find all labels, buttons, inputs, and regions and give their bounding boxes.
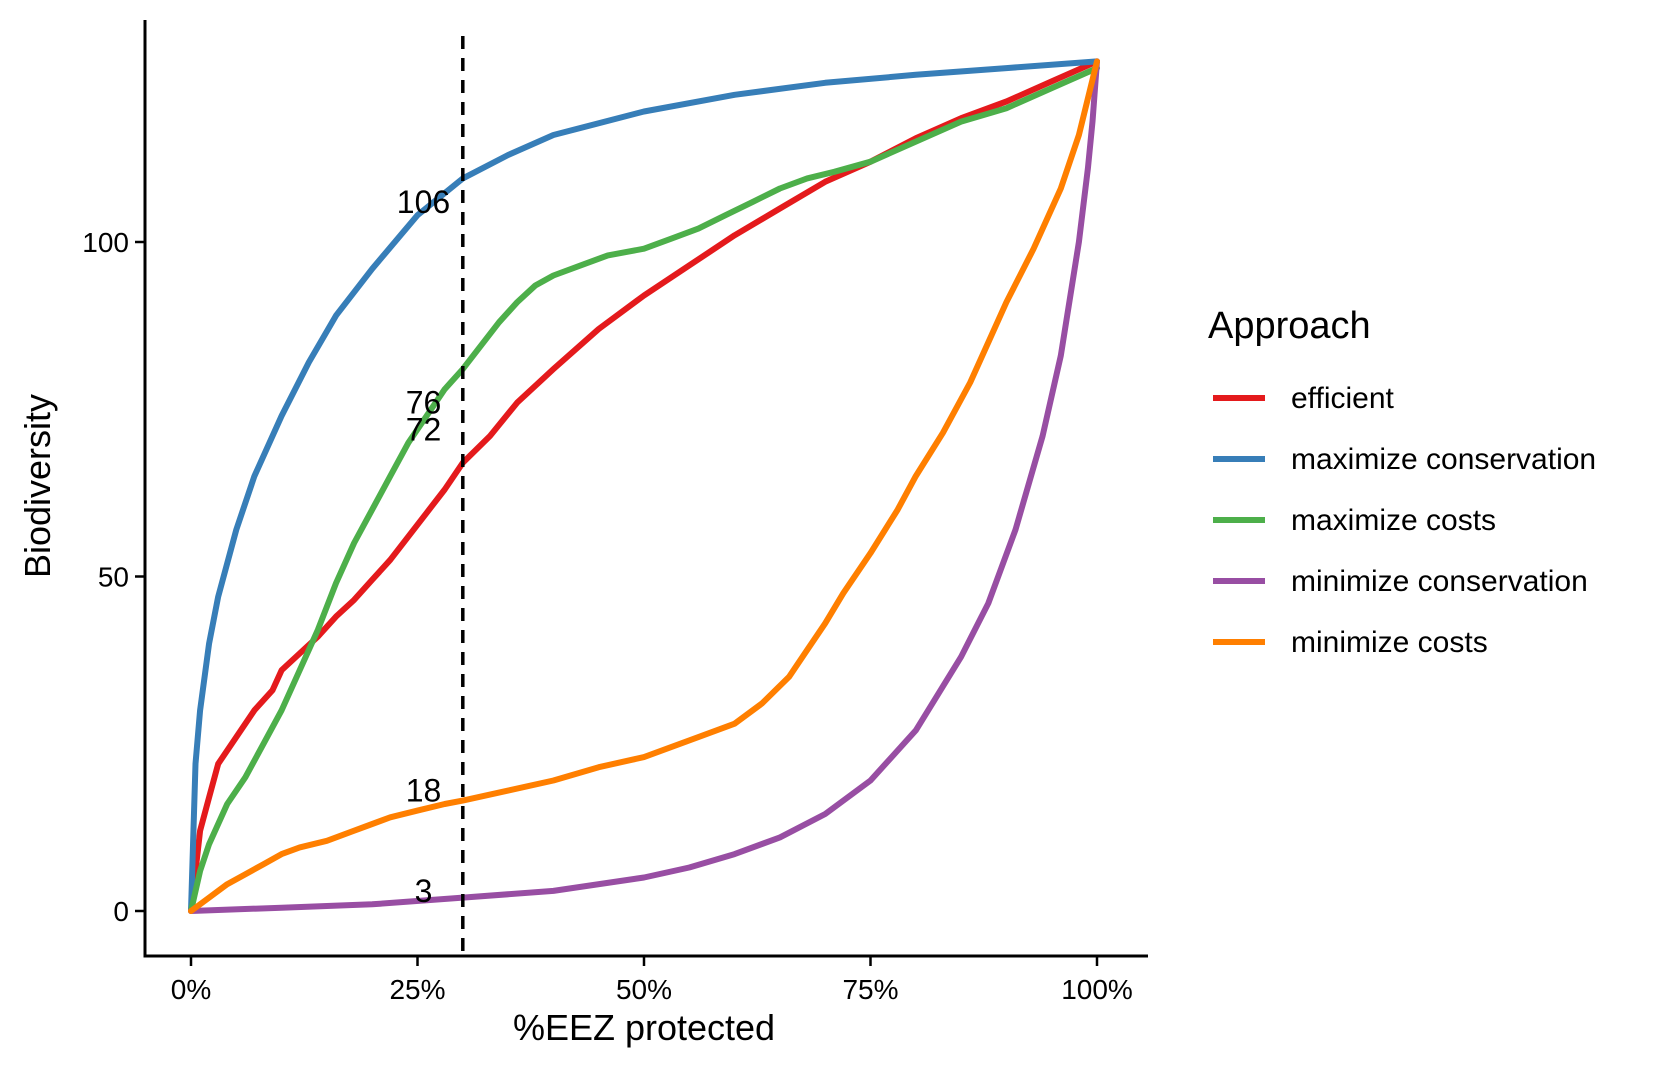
legend: Approach efficient maximize conservation m… (1208, 305, 1596, 659)
x-tick-label: 100% (1061, 974, 1133, 1005)
legend-label-minimize-conservation: minimize conservation (1291, 565, 1588, 598)
series-line-maximize-costs (188, 65, 1100, 914)
annotation-label: 18 (406, 773, 442, 809)
x-axis-title: %EEZ protected (513, 1007, 775, 1048)
y-axis-title: Biodiversity (17, 394, 58, 578)
annotation-label: 3 (415, 873, 433, 909)
x-tick-label: 25% (389, 974, 445, 1005)
axis-layer: 0% 25% 50% 75% 100% 0 50 100 (82, 20, 1148, 1005)
series-line-efficient (188, 58, 1100, 914)
x-tick-label: 75% (842, 974, 898, 1005)
legend-label-efficient: efficient (1291, 382, 1395, 415)
x-tick-label: 0% (171, 974, 211, 1005)
annotation-label: 72 (406, 411, 442, 447)
series-line-maximize-conservation (188, 58, 1100, 914)
annotation-label: 76 (406, 385, 442, 421)
series-line-minimize-conservation (188, 58, 1100, 914)
y-tick-label: 50 (98, 562, 129, 593)
x-tick-label: 50% (616, 974, 672, 1005)
y-tick-label: 100 (82, 227, 129, 258)
legend-title: Approach (1208, 305, 1371, 347)
legend-label-maximize-costs: maximize costs (1291, 504, 1496, 537)
legend-label-maximize-conservation: maximize conservation (1291, 443, 1596, 476)
series-layer (188, 58, 1100, 914)
y-tick-label: 0 (113, 896, 129, 927)
series-line-minimize-costs (188, 58, 1100, 914)
annotation-label: 106 (397, 184, 450, 220)
legend-label-minimize-costs: minimize costs (1291, 626, 1488, 659)
